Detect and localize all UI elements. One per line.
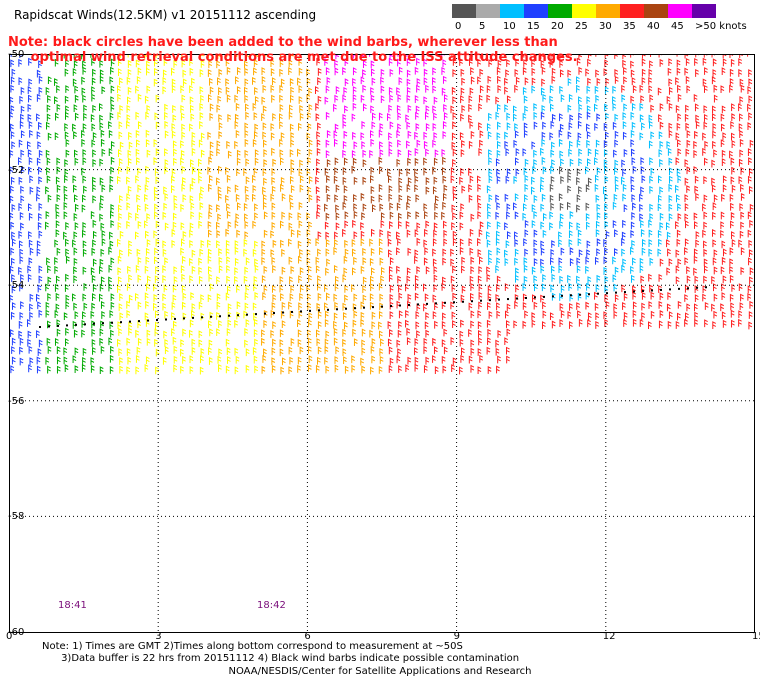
credit-line: NOAA/NESDIS/Center for Satellite Applica… bbox=[228, 666, 532, 677]
x-tick-label: 15 bbox=[752, 631, 760, 642]
note-line-1: Note: black circles have been added to t… bbox=[8, 35, 558, 50]
lat-tick-label: -50 bbox=[8, 49, 25, 60]
legend-swatch bbox=[668, 4, 692, 18]
lat-tick-label: -52 bbox=[8, 164, 25, 176]
legend-swatch bbox=[644, 4, 668, 18]
x-tick-label: 6 bbox=[304, 631, 311, 642]
plot-frame bbox=[9, 54, 755, 633]
legend-label: 25 bbox=[575, 21, 588, 32]
footer-notes: Note: 1) Times are GMT 2)Times along bot… bbox=[42, 641, 519, 665]
legend-swatch bbox=[524, 4, 548, 18]
legend-label: 0 bbox=[455, 21, 462, 32]
x-tick-label: 12 bbox=[602, 631, 616, 642]
legend-swatch bbox=[620, 4, 644, 18]
legend-label: 20 bbox=[551, 21, 564, 32]
legend-label: 5 bbox=[479, 21, 486, 32]
legend-swatch bbox=[500, 4, 524, 18]
wind-speed-legend bbox=[452, 4, 716, 18]
legend-swatch bbox=[692, 4, 716, 18]
time-label-2: 18:42 bbox=[257, 600, 286, 611]
time-label-1: 18:41 bbox=[58, 600, 87, 611]
legend-swatch bbox=[476, 4, 500, 18]
wind-barbs bbox=[9, 54, 754, 375]
lat-tick-label: -60 bbox=[8, 627, 25, 638]
map-title: Rapidscat Winds(12.5KM) v1 20151112 asce… bbox=[14, 8, 317, 22]
x-tick-label: 3 bbox=[155, 631, 162, 642]
legend-label: 40 bbox=[647, 21, 660, 32]
legend-label: 10 bbox=[503, 21, 516, 32]
footer-line-1: Note: 1) Times are GMT 2)Times along bot… bbox=[42, 641, 463, 652]
legend-swatch bbox=[452, 4, 476, 18]
legend-swatch bbox=[596, 4, 620, 18]
legend-label: 35 bbox=[623, 21, 636, 32]
legend-label: >50 knots bbox=[695, 21, 747, 32]
lat-tick-label: -56 bbox=[8, 395, 25, 407]
legend-label: 15 bbox=[527, 21, 540, 32]
lat-tick-label: -54 bbox=[8, 280, 25, 292]
note-line-2: optimal wind retrieval conditions are me… bbox=[8, 50, 578, 65]
legend-label: 45 bbox=[671, 21, 684, 32]
lat-tick-label: -58 bbox=[8, 511, 25, 523]
legend-swatch bbox=[572, 4, 596, 18]
grid-lines bbox=[9, 54, 755, 632]
footer-line-2: 3)Data buffer is 22 hrs from 20151112 4)… bbox=[42, 653, 520, 664]
x-tick-label: 0 bbox=[6, 631, 13, 642]
legend-swatch bbox=[548, 4, 572, 18]
wind-barb-plot bbox=[9, 54, 755, 633]
attitude-note: Note: black circles have been added to t… bbox=[8, 35, 578, 65]
legend-label: 30 bbox=[599, 21, 612, 32]
x-tick-label: 9 bbox=[453, 631, 460, 642]
